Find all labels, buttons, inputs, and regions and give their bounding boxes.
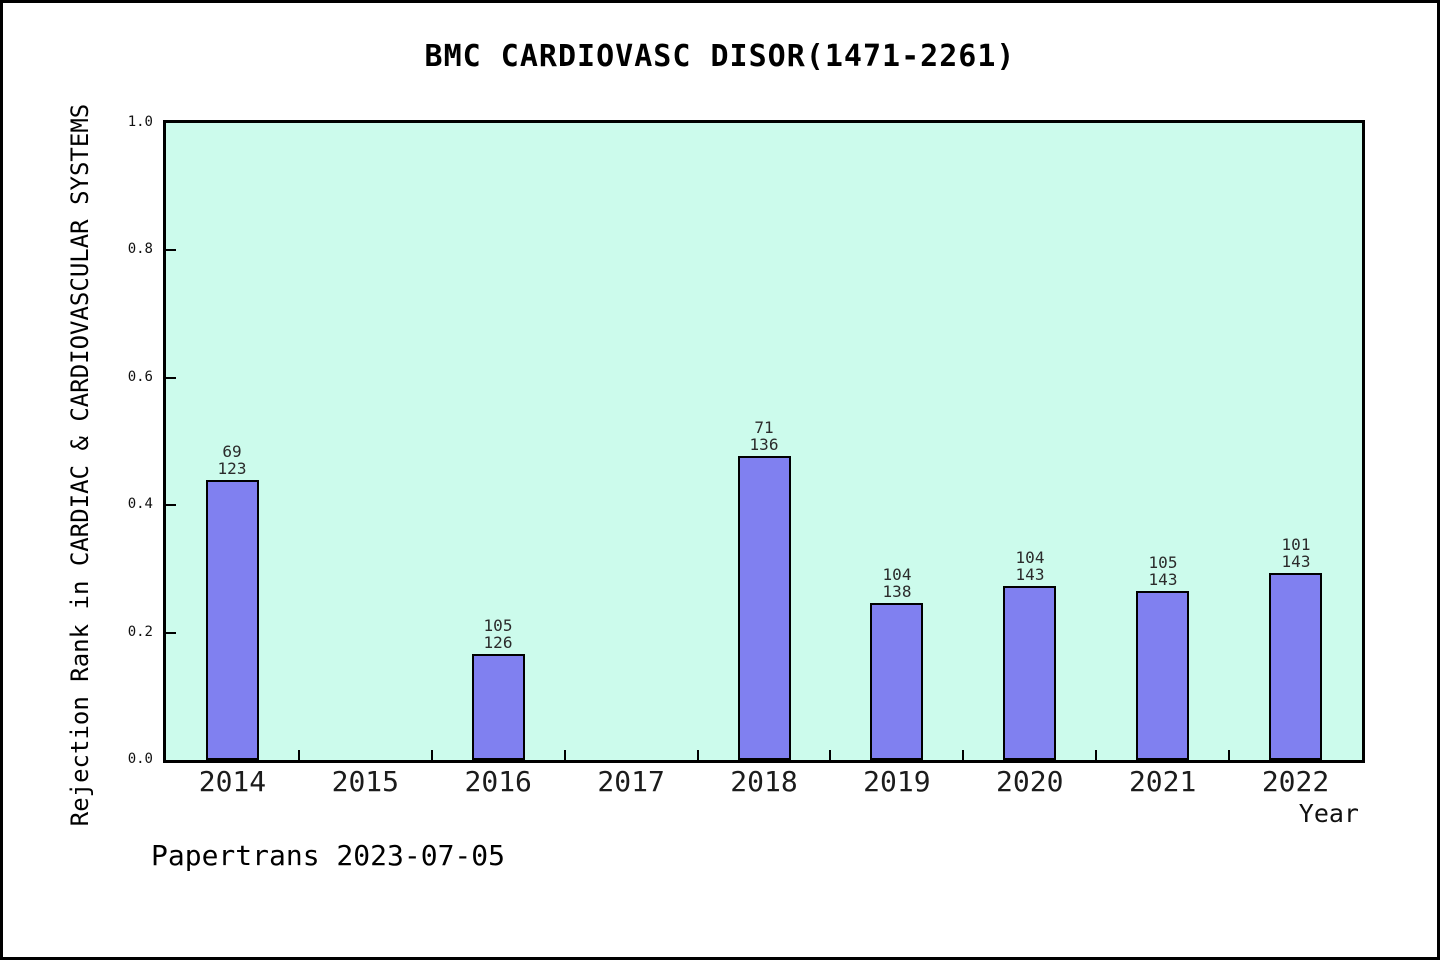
bar-label-2020: 104 143	[980, 549, 1080, 583]
y-axis-tick-label: 0.6	[127, 368, 153, 385]
y-axis-tick-label: 0.0	[127, 751, 153, 767]
bar-label-2022: 101 143	[1246, 536, 1346, 570]
x-axis-tick-label-2017: 2017	[597, 765, 665, 798]
bar-total-value: 136	[749, 435, 779, 454]
bar-2019	[870, 603, 923, 760]
watermark-footer: Papertrans 2023-07-05	[151, 839, 506, 872]
x-axis-tick-label-2016: 2016	[464, 765, 532, 798]
y-axis-tick-label: 0.4	[127, 496, 153, 513]
x-axis-tick-label-2014: 2014	[198, 765, 267, 798]
y-axis-tick-label: 1.0	[127, 114, 153, 130]
bar-rank-value: 101	[1281, 535, 1311, 554]
bar-2014	[206, 480, 259, 760]
x-axis-tick	[962, 750, 965, 760]
bar-rank-value: 104	[1015, 548, 1045, 567]
bar-label-2014: 69 123	[182, 443, 282, 477]
bar-rank-value: 105	[483, 616, 513, 635]
y-axis-tick	[166, 249, 176, 252]
y-axis-tick	[166, 631, 176, 634]
chart-title: BMC CARDIOVASC DISOR(1471-2261)	[424, 39, 1016, 74]
bar-label-2016: 105 126	[448, 617, 548, 651]
bar-total-value: 143	[1281, 552, 1311, 571]
x-axis-tick	[829, 750, 832, 760]
bar-2021	[1136, 591, 1189, 760]
y-axis-tick-label: 0.8	[127, 241, 153, 258]
bar-label-2019: 104 138	[847, 566, 947, 600]
bar-2016	[472, 654, 525, 760]
bar-rank-value: 71	[754, 418, 774, 437]
bar-total-value: 138	[882, 582, 912, 601]
x-axis-tick-label-2019: 2019	[863, 765, 931, 798]
x-axis-tick	[1095, 750, 1098, 760]
x-axis-tick-label-2022: 2022	[1261, 765, 1330, 798]
x-axis-tick	[696, 750, 699, 760]
x-axis-tick	[563, 750, 566, 760]
y-axis-tick-label: 0.2	[127, 623, 153, 640]
bar-total-value: 126	[483, 633, 513, 652]
x-axis-title: Year	[1298, 799, 1359, 828]
x-axis-tick-label-2015: 2015	[331, 765, 400, 798]
bar-2020	[1003, 586, 1056, 760]
bar-rank-value: 69	[222, 442, 242, 461]
bar-2022	[1269, 573, 1322, 760]
x-axis-tick-label-2021: 2021	[1128, 765, 1197, 798]
x-axis-tick	[1228, 750, 1231, 760]
x-axis-tick	[297, 750, 300, 760]
bar-2018	[738, 456, 791, 760]
bar-total-value: 143	[1015, 565, 1045, 584]
x-axis-tick	[430, 750, 433, 760]
bar-total-value: 123	[217, 459, 247, 478]
bar-rank-value: 104	[882, 565, 912, 584]
bar-label-2018: 71 136	[714, 419, 814, 453]
x-axis-tick-label-2020: 2020	[996, 765, 1064, 798]
x-axis-tick-label-2018: 2018	[730, 765, 798, 798]
y-axis-title: Rejection Rank in CARDIAC & CARDIOVASCUL…	[66, 103, 94, 827]
bar-total-value: 143	[1148, 570, 1178, 589]
bar-label-2021: 105 143	[1113, 554, 1213, 588]
y-axis-tick	[166, 504, 176, 507]
y-axis-tick	[166, 376, 176, 379]
plot-area: 69 123 105 126 71 136 104 138 104 143 105 143 101 143	[163, 120, 1365, 763]
bar-rank-value: 105	[1148, 553, 1178, 572]
